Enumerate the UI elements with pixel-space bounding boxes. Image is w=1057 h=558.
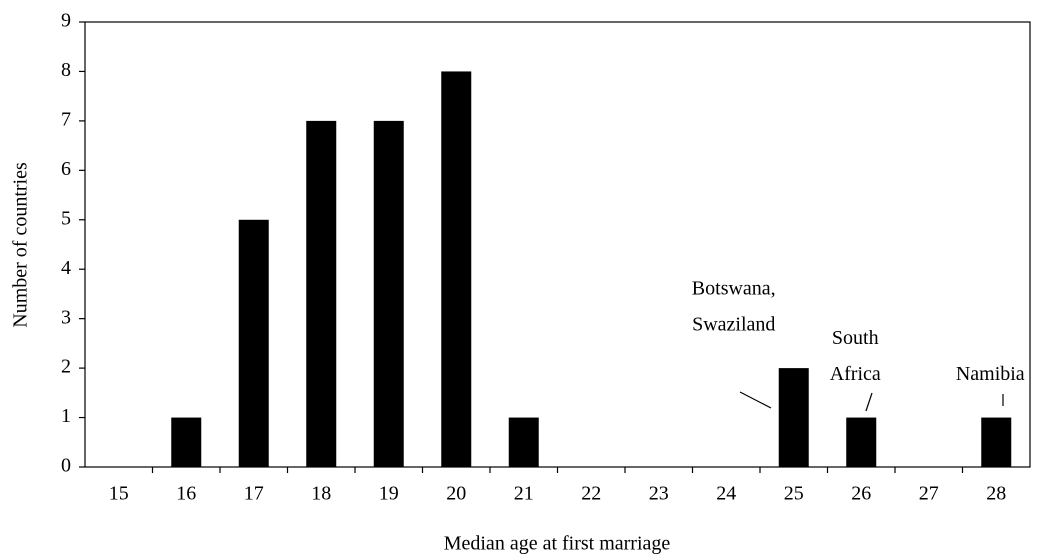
x-tick-label: 19: [379, 483, 399, 505]
x-tick-label: 28: [986, 483, 1006, 505]
x-tick-label: 16: [176, 483, 196, 505]
plot-frame: [84, 21, 1031, 468]
x-tick-label: 24: [716, 483, 736, 505]
y-tick-label: 7: [61, 108, 71, 130]
y-tick-label: 3: [61, 306, 71, 328]
x-tick-label: 21: [514, 483, 534, 505]
y-tick-label: 6: [61, 158, 71, 180]
x-tick-label: 15: [109, 483, 129, 505]
bar: [778, 368, 809, 467]
y-tick-label: 2: [61, 356, 71, 378]
bar: [171, 417, 202, 467]
y-tick-label: 8: [61, 59, 71, 81]
x-tick-label: 23: [649, 483, 669, 505]
x-tick-label: 22: [581, 483, 601, 505]
bar: [508, 417, 539, 467]
bar: [981, 417, 1012, 467]
annotation: Africa: [830, 363, 881, 385]
bar: [238, 219, 269, 467]
x-tick-label: 25: [784, 483, 804, 505]
x-axis-title: Median age at first marriage: [444, 533, 671, 555]
y-tick-label: 5: [61, 207, 71, 229]
y-tick-label: 4: [61, 257, 71, 279]
x-tick-label: 18: [311, 483, 331, 505]
y-tick-label: 1: [61, 405, 71, 427]
x-tick-label: 20: [446, 483, 466, 505]
y-axis-title: Number of countries: [10, 162, 32, 328]
annotation: Namibia: [956, 363, 1025, 385]
annotation: South: [832, 327, 879, 349]
y-tick-label: 9: [61, 10, 71, 32]
bar: [373, 120, 404, 467]
annotation: Botswana,: [692, 278, 776, 300]
x-tick-label: 26: [851, 483, 871, 505]
bar: [441, 71, 472, 467]
x-tick-label: 17: [244, 483, 264, 505]
y-tick-label: 0: [61, 455, 71, 477]
leader-line: [865, 392, 873, 412]
bar: [306, 120, 337, 467]
bar: [846, 417, 877, 467]
annotation: Swaziland: [692, 314, 775, 336]
x-tick-label: 27: [919, 483, 939, 505]
leader-line: [739, 391, 772, 409]
